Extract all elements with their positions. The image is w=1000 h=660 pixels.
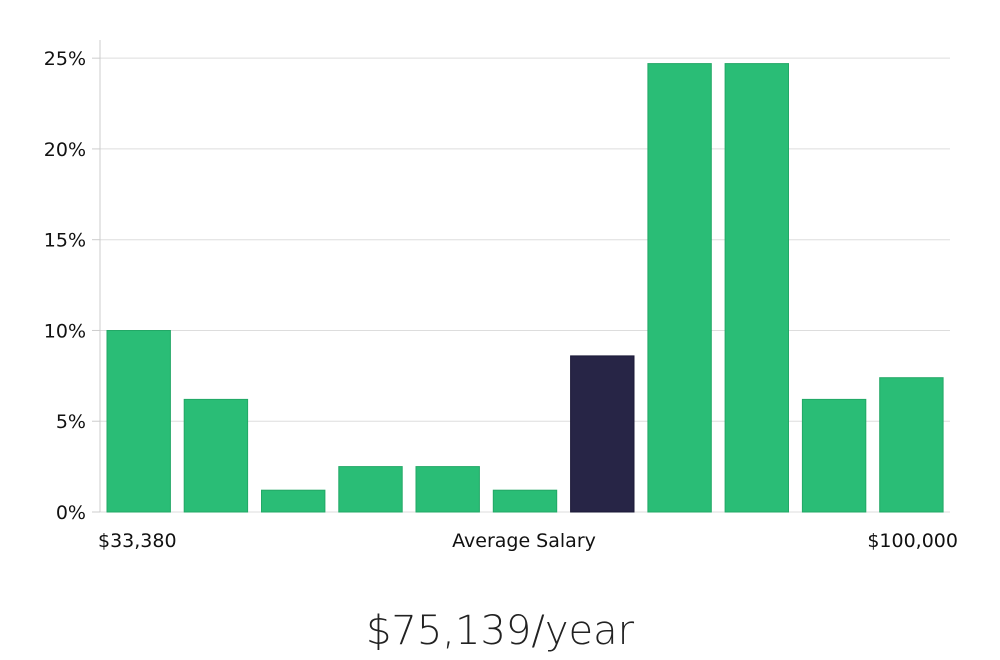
x-axis-labels: $33,380 Average Salary $100,000	[98, 530, 958, 552]
bar	[492, 489, 558, 513]
y-tick-label: 20%	[44, 139, 86, 161]
bar	[338, 466, 403, 513]
y-tick-label: 15%	[44, 230, 86, 252]
bar	[415, 466, 480, 513]
bar	[106, 330, 171, 513]
bar	[183, 398, 249, 513]
x-max-label: $100,000	[867, 530, 958, 552]
y-tick-label: 0%	[56, 502, 86, 524]
bar-average-salary	[570, 355, 635, 513]
x-min-label: $33,380	[98, 530, 177, 552]
salary-histogram-chart: 0% 5% 10% 15% 20% 25% $33,380 Average Salary …	[44, 40, 958, 552]
y-tick-label: 5%	[56, 411, 86, 433]
y-tick-label: 25%	[44, 48, 86, 70]
bar	[879, 377, 944, 513]
bar	[647, 63, 712, 513]
axes	[92, 40, 101, 513]
bar	[724, 63, 789, 513]
average-salary-value: $75,139/year	[365, 608, 635, 654]
bar	[801, 398, 867, 513]
y-tick-label: 10%	[44, 320, 86, 342]
x-axis-title: Average Salary	[452, 530, 596, 552]
bar	[261, 489, 326, 513]
y-tick-labels: 0% 5% 10% 15% 20% 25%	[44, 48, 86, 524]
bars	[106, 63, 944, 513]
